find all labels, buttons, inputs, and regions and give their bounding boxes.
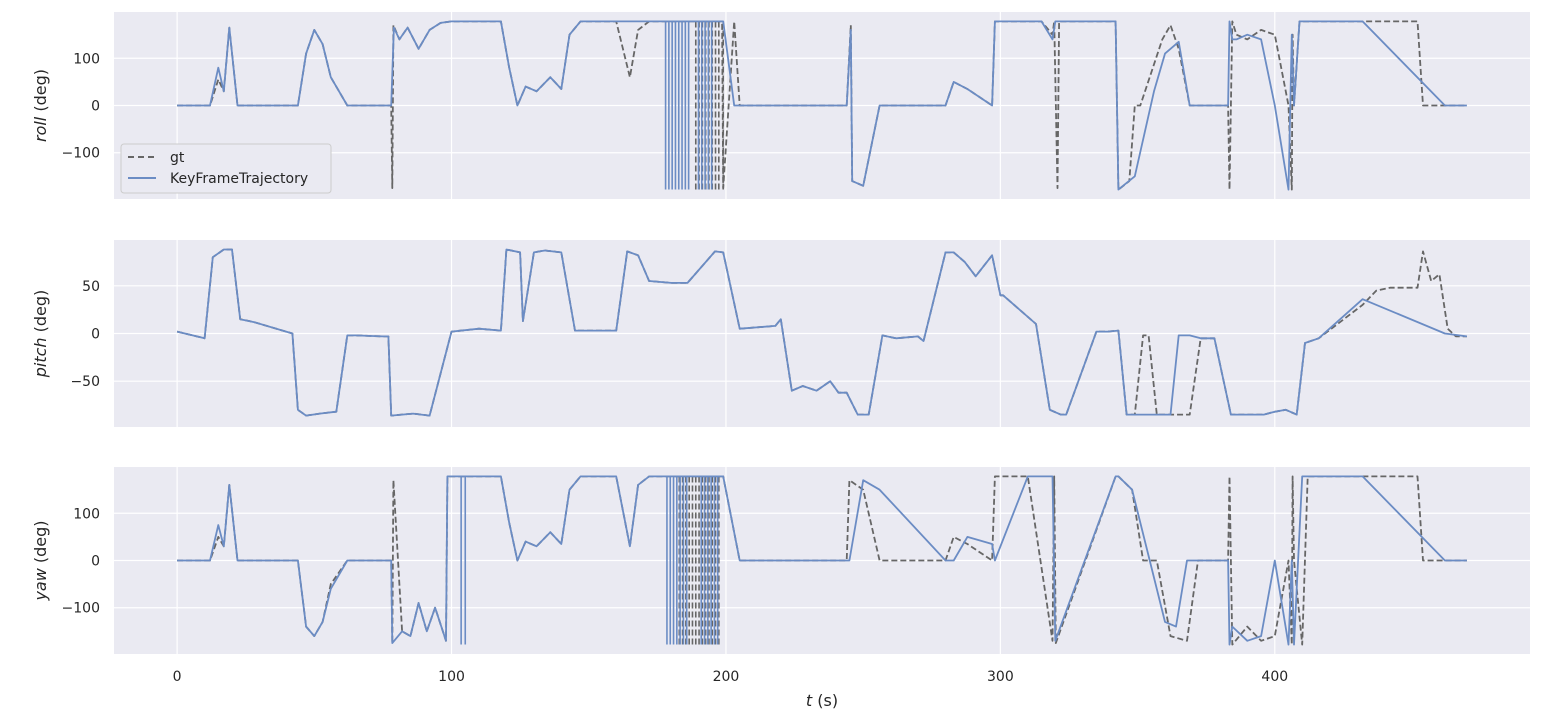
roll-y-axis-var: roll [31, 116, 50, 142]
x-tick-label: 300 [987, 669, 1014, 685]
x-tick-label: 0 [173, 669, 182, 685]
x-tick-label: 100 [438, 669, 465, 685]
pitch-y-tick-label: −50 [70, 374, 100, 390]
roll-y-axis-unit: (deg) [31, 69, 50, 117]
yaw-series-group [177, 475, 1467, 646]
legend: gt KeyFrameTrajectory [120, 143, 332, 194]
x-axis-var: t [806, 691, 813, 710]
panels: 100 0 −100 roll (deg) 50 0 −50 pitch (deg) 100 0 −… [31, 12, 1530, 685]
roll-keyframe-line [177, 20, 1467, 191]
roll-y-tick-label: 0 [91, 99, 100, 115]
legend-gt-label: gt [170, 150, 185, 166]
pitch-y-axis-unit: (deg) [31, 290, 50, 338]
roll-panel: 100 0 −100 roll (deg) [31, 12, 1530, 199]
pitch-y-axis-label: pitch (deg) [31, 290, 50, 379]
yaw-y-tick-label: 0 [91, 554, 100, 570]
roll-y-tick-label: 100 [73, 51, 100, 67]
pitch-y-tick-label: 0 [91, 327, 100, 343]
yaw-panel: 100 0 −100 yaw (deg) [31, 467, 1530, 654]
x-tick-label: 400 [1261, 669, 1288, 685]
pitch-y-tick-label: 50 [82, 279, 100, 295]
yaw-y-tick-label: 100 [73, 506, 100, 522]
pitch-panel: 50 0 −50 pitch (deg) [31, 240, 1530, 427]
roll-series-group [177, 20, 1467, 191]
yaw-y-tick-label: −100 [62, 601, 100, 617]
yaw-y-axis-var: yaw [31, 567, 50, 601]
roll-y-tick-label: −100 [62, 146, 100, 162]
legend-frame [120, 143, 332, 194]
roll-y-axis-label: roll (deg) [31, 69, 50, 142]
pitch-keyframe-line [176, 248, 1468, 417]
yaw-y-axis-label: yaw (deg) [31, 520, 50, 601]
x-axis-label: t (s) [806, 691, 838, 710]
pitch-series-group [176, 248, 1468, 417]
pitch-y-axis-var: pitch [31, 337, 50, 378]
yaw-keyframe-line [177, 475, 1467, 646]
yaw-y-axis-unit: (deg) [31, 520, 50, 568]
x-axis-unit: (s) [812, 691, 838, 710]
legend-estimate-label: KeyFrameTrajectory [170, 171, 308, 187]
x-tick-label: 200 [713, 669, 740, 685]
